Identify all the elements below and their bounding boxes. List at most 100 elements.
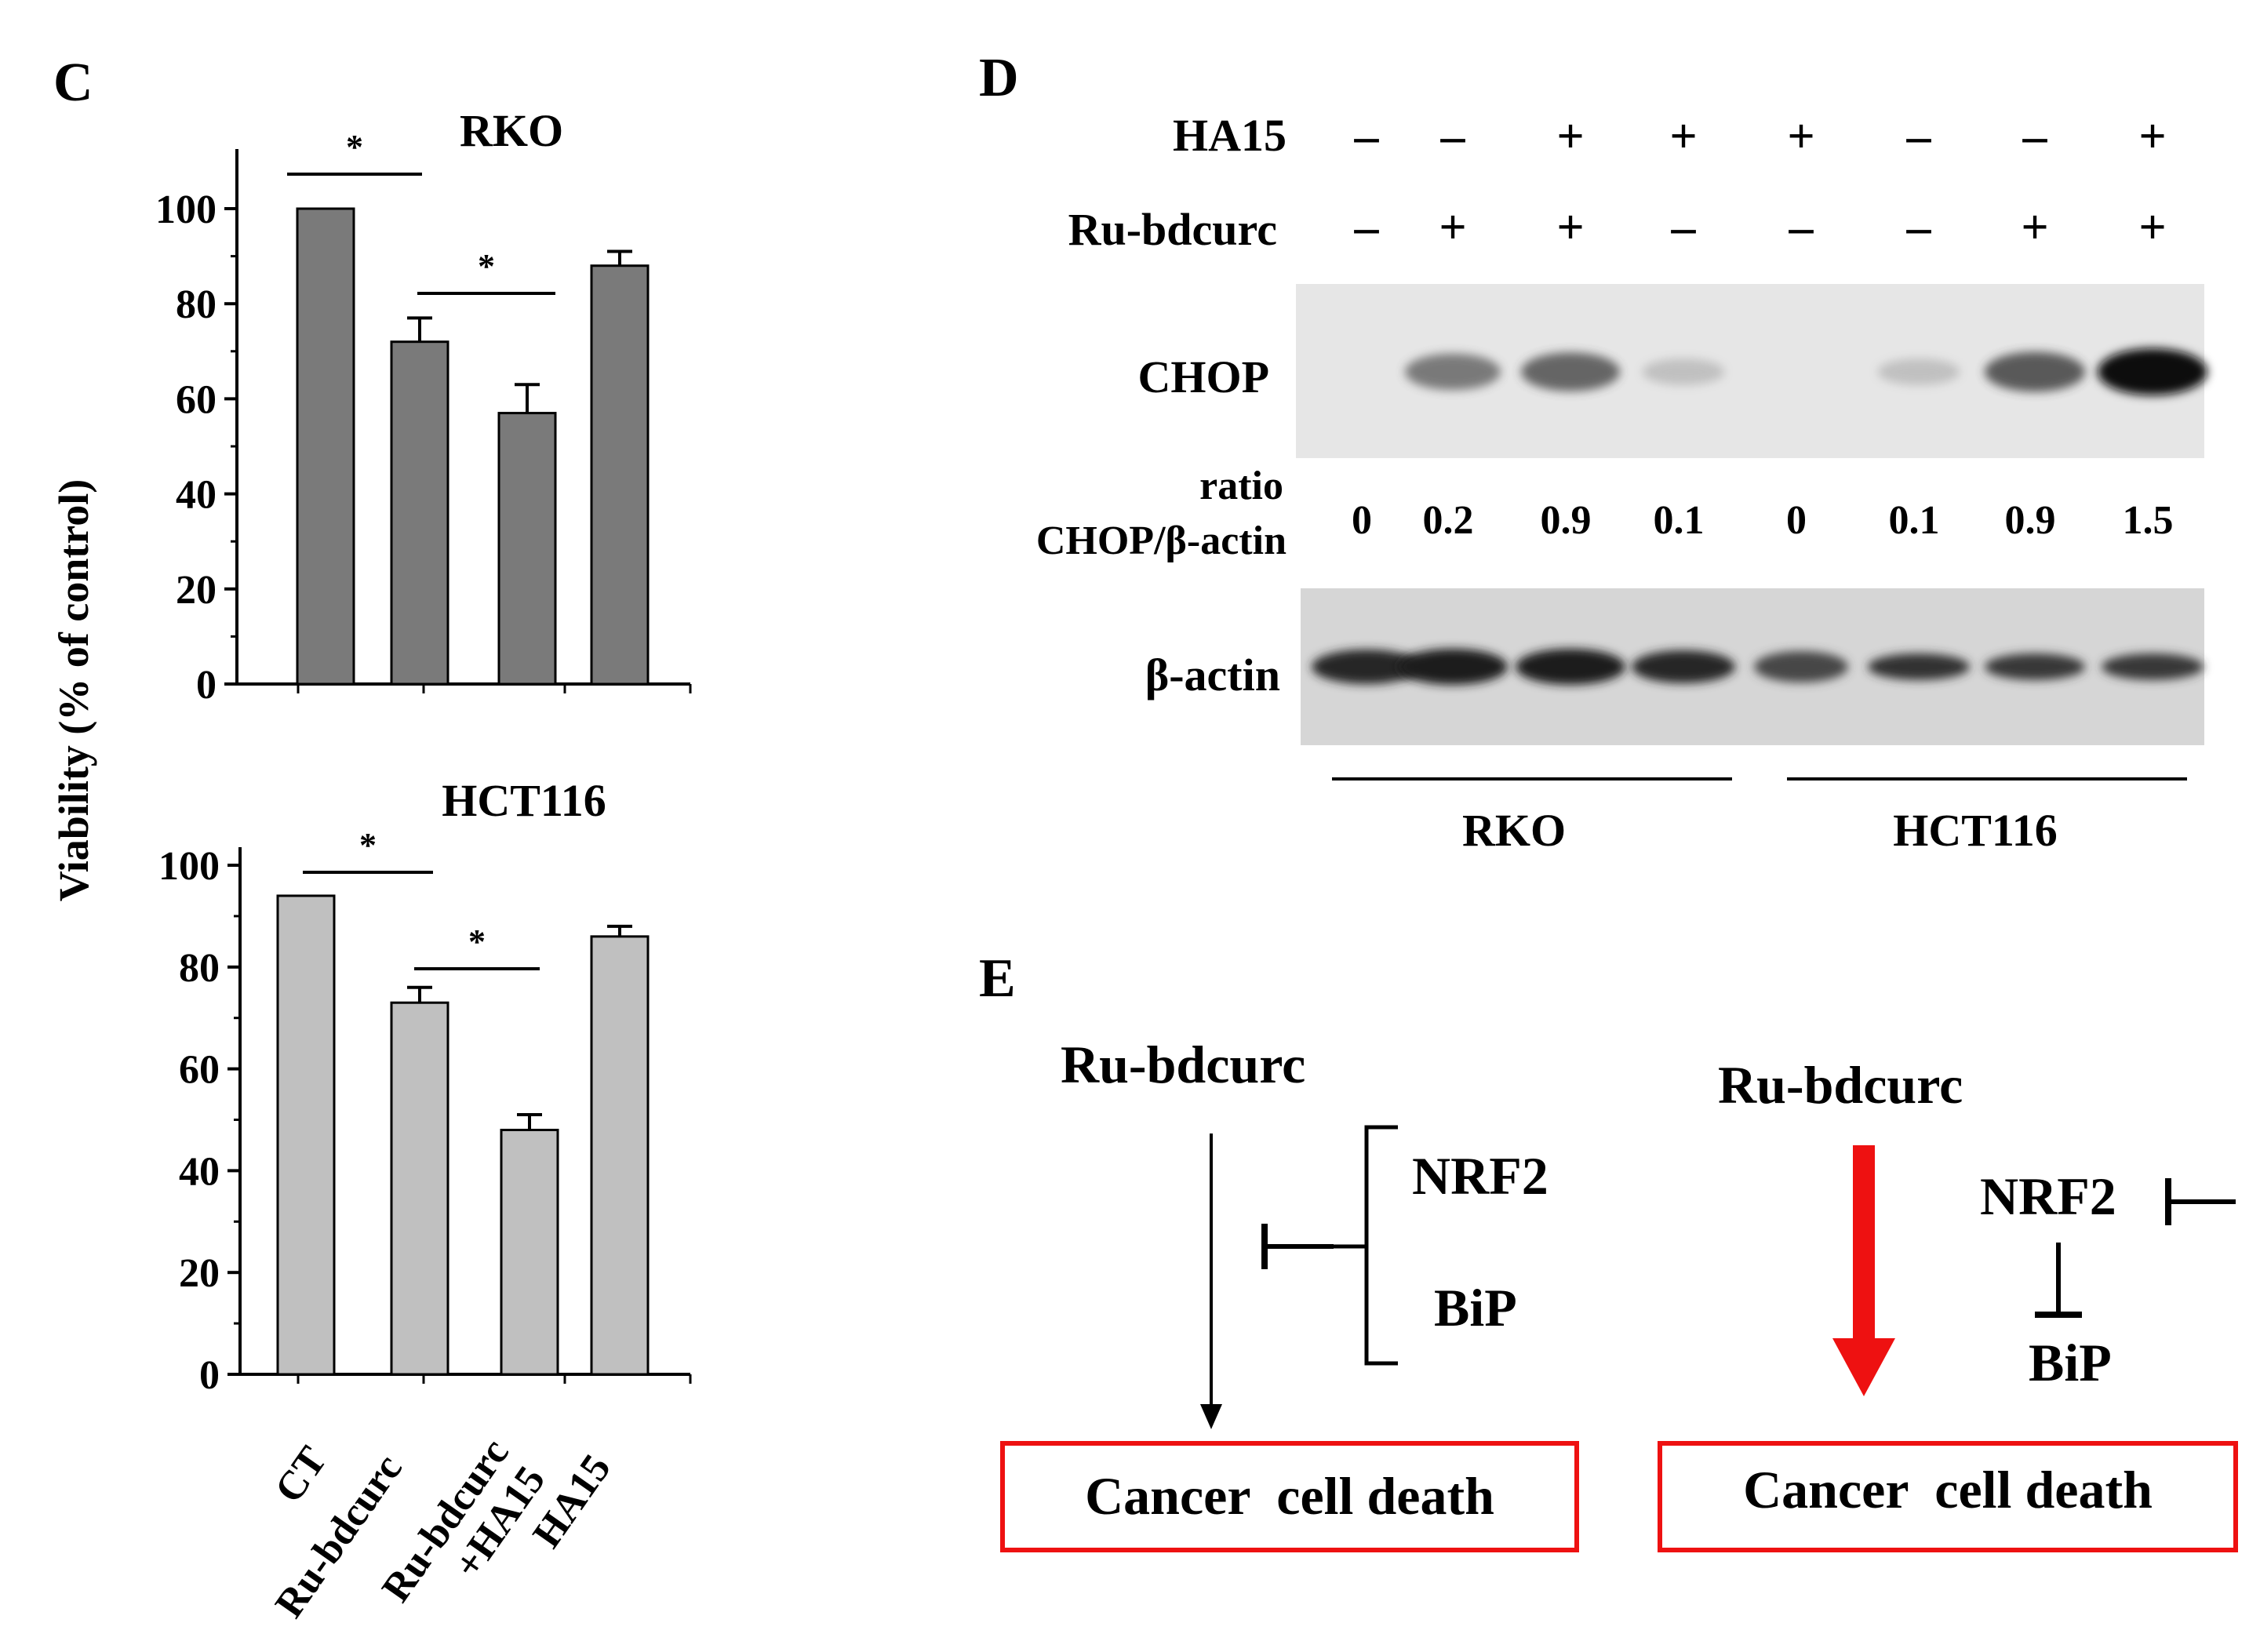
actin-row-label: β-actin xyxy=(1145,650,1280,700)
hct116-significance-star-2: * xyxy=(468,922,486,961)
left-drug-label: Ru-bdcurc xyxy=(1061,1035,1305,1094)
chop-row-label: CHOP xyxy=(1137,351,1269,402)
actin-band-lane-5 xyxy=(1754,651,1848,682)
hct116-bar-ru-bdcurc xyxy=(390,1001,449,1376)
chop-band-lane-7 xyxy=(1985,351,2085,392)
group-label-rko: RKO xyxy=(1462,805,1566,856)
rko-bar-ru-bdcurc-ha15 xyxy=(497,412,557,686)
chart-rko: RKO 0 20 40 60 80 100 * * xyxy=(155,105,692,708)
hct116-chart-title: HCT116 xyxy=(442,775,606,826)
actin-band-lane-7 xyxy=(1985,653,2085,680)
ru-sign-lane-2: + xyxy=(1439,201,1466,254)
chop-band-lane-6 xyxy=(1877,358,1960,385)
ru-signs: – + + – – – + + xyxy=(1354,201,2167,254)
hct116-y-tick-label-60: 60 xyxy=(179,1048,220,1093)
ru-sign-lane-5: – xyxy=(1789,201,1814,254)
ru-sign-lane-6: – xyxy=(1906,201,1932,254)
panel-c-letter: C xyxy=(53,53,93,113)
ha15-sign-lane-5: + xyxy=(1787,110,1814,163)
rko-bar-ct xyxy=(296,207,355,686)
right-target1-label: NRF2 xyxy=(1980,1166,2116,1226)
hct116-y-tick-label-0: 0 xyxy=(199,1353,220,1398)
left-target2-label: BiP xyxy=(1434,1278,1517,1337)
ratio-value-lane-5: 0 xyxy=(1786,498,1807,543)
right-target2-label: BiP xyxy=(2029,1333,2112,1392)
ratio-value-lane-7: 0.9 xyxy=(2005,498,2056,543)
group-label-hct116: HCT116 xyxy=(1893,805,2058,856)
ha15-signs: – – + + + – – + xyxy=(1354,110,2167,163)
panel-d: D HA15 Ru-bdcurc – – + + + – – + – + + – – – + + CHOP … xyxy=(979,48,2207,856)
hct116-y-tick-label-80: 80 xyxy=(179,946,220,991)
hct116-bar-ct xyxy=(276,894,336,1376)
chop-bands xyxy=(1405,348,2207,395)
rko-y-tick-label-20: 20 xyxy=(176,568,217,613)
rko-significance-star-1: * xyxy=(346,128,363,166)
ha15-sign-lane-3: + xyxy=(1556,110,1584,163)
ha15-sign-lane-4: + xyxy=(1669,110,1697,163)
actin-bands xyxy=(1312,649,2204,685)
left-outcome-box xyxy=(1000,1441,1579,1552)
ratio-values: 0 0.2 0.9 0.1 0 0.1 0.9 1.5 xyxy=(1352,498,2174,543)
panel-d-letter: D xyxy=(979,48,1019,108)
rko-bar-ha15 xyxy=(590,264,650,686)
ha15-sign-lane-8: + xyxy=(2138,110,2166,163)
ru-sign-lane-3: + xyxy=(1556,201,1584,254)
rko-chart-title: RKO xyxy=(460,105,563,156)
chop-band-lane-2 xyxy=(1405,353,1501,391)
ru-sign-lane-1: – xyxy=(1354,201,1380,254)
right-outcome-label: Cancer cell death xyxy=(1743,1460,2153,1519)
ratio-value-lane-3: 0.9 xyxy=(1541,498,1592,543)
ru-sign-lane-8: + xyxy=(2138,201,2166,254)
left-arrow-head xyxy=(1200,1404,1222,1429)
left-bracket xyxy=(1334,1125,1398,1366)
chop-band-lane-8 xyxy=(2098,348,2207,395)
left-outcome-label: Cancer cell death xyxy=(1085,1466,1494,1526)
ru-sign-lane-4: – xyxy=(1671,201,1697,254)
ru-row-label: Ru-bdcurc xyxy=(1068,204,1277,255)
hct116-bar-ru-bdcurc-ha15 xyxy=(500,1128,559,1376)
right-thick-arrow-shaft xyxy=(1853,1145,1875,1341)
rko-y-tick-label-40: 40 xyxy=(176,473,217,518)
panel-c-y-axis-label: Viability (% of control) xyxy=(50,479,97,901)
ratio-value-lane-4: 0.1 xyxy=(1654,498,1705,543)
rko-y-tick-label-100: 100 xyxy=(155,187,217,232)
x-category-ct: CT xyxy=(267,1439,336,1511)
left-target1-label: NRF2 xyxy=(1412,1146,1549,1206)
chop-band-lane-3 xyxy=(1521,352,1620,391)
ratio-label-line1: ratio xyxy=(1199,464,1283,508)
rko-significance-star-2: * xyxy=(478,247,495,286)
ha15-sign-lane-2: – xyxy=(1440,110,1466,163)
rko-y-tick-label-60: 60 xyxy=(176,377,217,422)
chart-hct116: HCT116 0 20 40 60 80 100 * * xyxy=(158,775,692,1398)
ratio-value-lane-1: 0 xyxy=(1352,498,1372,543)
actin-band-lane-4 xyxy=(1632,650,1735,683)
ru-sign-lane-7: + xyxy=(2021,201,2048,254)
hct116-y-tick-label-100: 100 xyxy=(158,844,220,889)
right-thick-arrow-head xyxy=(1832,1338,1895,1396)
actin-band-lane-2 xyxy=(1398,649,1508,685)
rko-bar-ru-bdcurc xyxy=(390,340,449,686)
panel-e-letter: E xyxy=(979,948,1016,1009)
panel-e: E Ru-bdcurc NRF2 BiP Cancer cell death R… xyxy=(979,948,2238,1552)
actin-band-lane-1 xyxy=(1312,650,1421,684)
hct116-y-tick-label-40: 40 xyxy=(179,1149,220,1194)
ratio-value-lane-2: 0.2 xyxy=(1423,498,1474,543)
actin-band-lane-3 xyxy=(1516,649,1625,685)
actin-band-lane-8 xyxy=(2102,653,2204,680)
ha15-sign-lane-1: – xyxy=(1354,110,1380,163)
hct116-y-tick-label-20: 20 xyxy=(179,1251,220,1296)
hct116-significance-star-1: * xyxy=(359,826,377,864)
rko-y-tick-label-80: 80 xyxy=(176,282,217,327)
ratio-label-line2: CHOP/β-actin xyxy=(1036,519,1286,563)
rko-y-tick-label-0: 0 xyxy=(196,663,217,708)
actin-band-lane-6 xyxy=(1868,653,1970,680)
ha15-sign-lane-7: – xyxy=(2022,110,2048,163)
ha15-sign-lane-6: – xyxy=(1906,110,1932,163)
ha15-row-label: HA15 xyxy=(1173,110,1286,161)
panel-c: C Viability (% of control) RKO 0 20 40 60 80 1… xyxy=(50,53,692,1626)
right-outcome-box xyxy=(1658,1441,2238,1552)
hct116-bar-ha15 xyxy=(590,935,650,1376)
ratio-value-lane-8: 1.5 xyxy=(2123,498,2174,543)
